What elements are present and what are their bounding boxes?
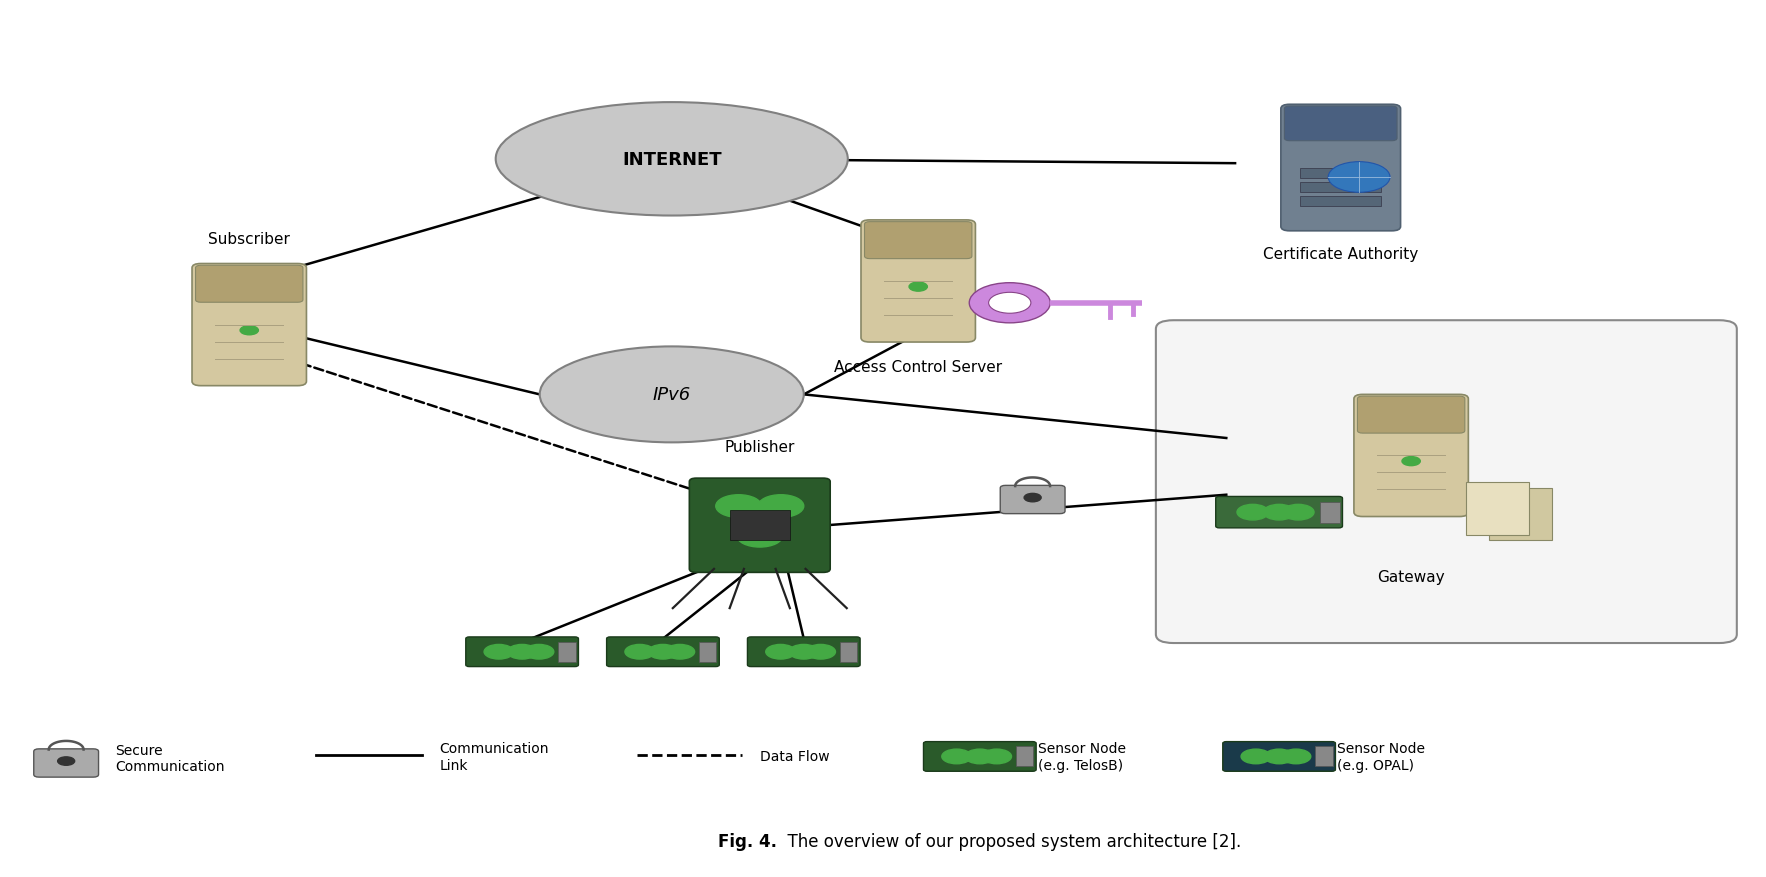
FancyBboxPatch shape	[196, 266, 304, 303]
Circle shape	[240, 326, 258, 335]
Circle shape	[525, 645, 555, 660]
FancyBboxPatch shape	[1358, 396, 1464, 433]
FancyBboxPatch shape	[1316, 746, 1333, 766]
Circle shape	[789, 645, 819, 660]
Text: Gateway: Gateway	[1377, 569, 1445, 584]
Circle shape	[484, 645, 514, 660]
Circle shape	[1236, 505, 1268, 520]
Circle shape	[1263, 505, 1294, 520]
Text: Certificate Authority: Certificate Authority	[1263, 246, 1418, 261]
FancyBboxPatch shape	[689, 479, 830, 573]
FancyBboxPatch shape	[699, 642, 717, 662]
FancyBboxPatch shape	[865, 223, 971, 260]
FancyBboxPatch shape	[924, 742, 1037, 772]
Text: Subscriber: Subscriber	[208, 232, 290, 246]
Text: Secure
Communication: Secure Communication	[115, 743, 224, 774]
FancyBboxPatch shape	[466, 638, 579, 667]
Circle shape	[989, 293, 1031, 314]
Text: Data Flow: Data Flow	[759, 750, 830, 764]
Circle shape	[1264, 749, 1294, 764]
FancyBboxPatch shape	[1300, 197, 1381, 207]
FancyBboxPatch shape	[862, 221, 975, 343]
Text: Sensor Node
(e.g. OPAL): Sensor Node (e.g. OPAL)	[1337, 741, 1425, 772]
Circle shape	[766, 645, 795, 660]
Text: Sensor Node
(e.g. TelosB): Sensor Node (e.g. TelosB)	[1038, 741, 1127, 772]
Circle shape	[1282, 505, 1314, 520]
Circle shape	[1402, 457, 1420, 466]
Circle shape	[715, 496, 761, 517]
FancyBboxPatch shape	[747, 638, 860, 667]
Circle shape	[666, 645, 694, 660]
FancyBboxPatch shape	[1222, 742, 1335, 772]
FancyBboxPatch shape	[558, 642, 576, 662]
Text: Communication
Link: Communication Link	[440, 741, 549, 772]
Circle shape	[941, 749, 971, 764]
Circle shape	[507, 645, 537, 660]
Circle shape	[58, 757, 74, 766]
Circle shape	[982, 749, 1012, 764]
FancyBboxPatch shape	[192, 264, 307, 386]
Circle shape	[736, 524, 782, 547]
Circle shape	[1024, 494, 1042, 503]
FancyBboxPatch shape	[1015, 746, 1033, 766]
FancyBboxPatch shape	[1300, 182, 1381, 193]
Circle shape	[964, 749, 994, 764]
FancyBboxPatch shape	[1157, 321, 1736, 644]
Text: The overview of our proposed system architecture [2].: The overview of our proposed system arch…	[777, 832, 1241, 850]
FancyBboxPatch shape	[34, 749, 99, 777]
Text: Access Control Server: Access Control Server	[834, 360, 1003, 375]
FancyBboxPatch shape	[1466, 483, 1529, 535]
Ellipse shape	[540, 347, 804, 443]
FancyBboxPatch shape	[1355, 395, 1468, 517]
FancyBboxPatch shape	[1000, 486, 1065, 514]
FancyBboxPatch shape	[841, 642, 857, 662]
Text: IPv6: IPv6	[653, 386, 691, 404]
Ellipse shape	[496, 103, 848, 217]
Circle shape	[648, 645, 678, 660]
FancyBboxPatch shape	[1280, 105, 1400, 232]
FancyBboxPatch shape	[1321, 502, 1340, 524]
FancyBboxPatch shape	[1215, 497, 1342, 528]
Circle shape	[970, 283, 1051, 324]
Circle shape	[1280, 749, 1310, 764]
FancyBboxPatch shape	[1300, 168, 1381, 179]
FancyBboxPatch shape	[1284, 107, 1397, 141]
FancyBboxPatch shape	[1489, 488, 1552, 540]
Circle shape	[758, 496, 804, 517]
Text: Publisher: Publisher	[724, 439, 795, 454]
Text: INTERNET: INTERNET	[622, 151, 722, 168]
FancyBboxPatch shape	[729, 510, 789, 540]
Circle shape	[909, 282, 927, 292]
Circle shape	[625, 645, 655, 660]
Circle shape	[805, 645, 835, 660]
FancyBboxPatch shape	[606, 638, 719, 667]
Circle shape	[1241, 749, 1272, 764]
Text: Fig. 4.: Fig. 4.	[719, 832, 777, 850]
Circle shape	[1328, 162, 1390, 193]
